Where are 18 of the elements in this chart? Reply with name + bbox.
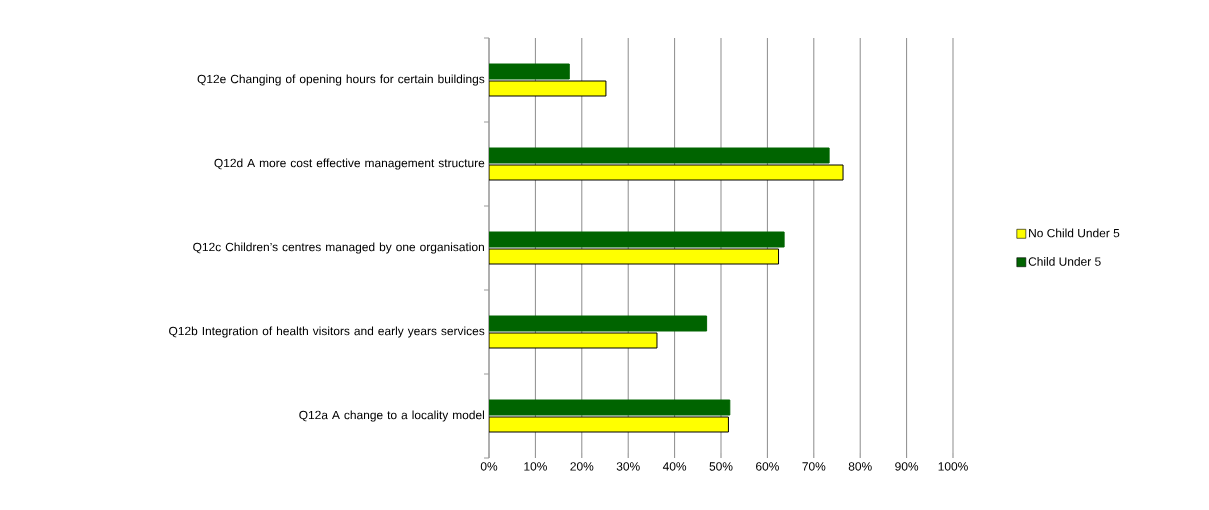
x-tick-label: 20% <box>570 462 594 471</box>
x-tick-label: 50% <box>709 462 733 471</box>
x-tick-label: 0% <box>480 462 498 471</box>
x-tick-label: 70% <box>802 462 826 471</box>
x-tick-label: 10% <box>524 462 547 471</box>
x-tick-label: 30% <box>616 462 640 471</box>
legend-label: No Child Under 5 <box>1029 228 1120 238</box>
y-tick-label: Q12c Children’s centres managed by one organisation <box>193 242 484 254</box>
legend-label: Child Under 5 <box>1028 257 1101 266</box>
x-tick-label: 90% <box>895 462 919 471</box>
x-tick-label: 60% <box>756 462 779 471</box>
x-tick-label: 100% <box>938 462 968 471</box>
y-tick-label: Q12a A change to a locality model <box>299 410 484 422</box>
y-tick-label: Q12b Integration of health visitors and early years services <box>169 326 485 338</box>
y-tick-label: Q12e Changing of opening hours for certain buildings <box>197 74 485 86</box>
y-tick-label: Q12d A more cost effective management structure <box>214 158 485 170</box>
x-tick-label: 80% <box>848 462 872 471</box>
x-tick-label: 40% <box>662 462 687 471</box>
